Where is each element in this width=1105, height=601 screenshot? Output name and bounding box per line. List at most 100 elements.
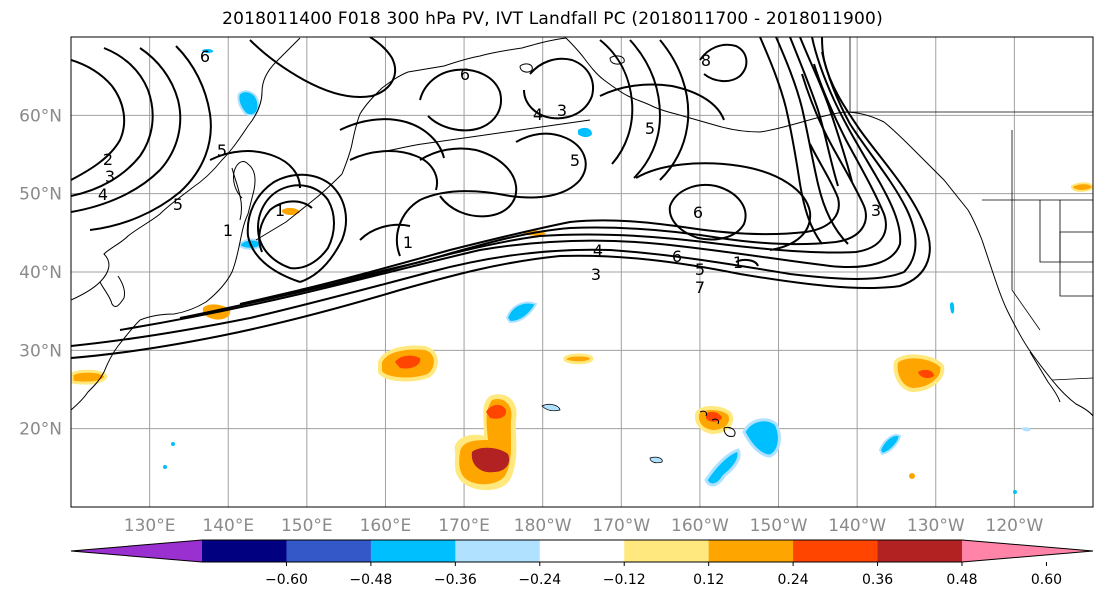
contour-label: 6 xyxy=(200,47,210,66)
lon-label-10: 130°W xyxy=(907,516,965,536)
colorbar-tick-label: −0.36 xyxy=(434,572,477,588)
colorbar-segment xyxy=(202,540,287,562)
shade-neg-hawaii-east xyxy=(742,418,781,458)
contour-label: 3 xyxy=(871,201,881,220)
shade-neg-22n-178w xyxy=(541,404,561,412)
contour-siberia-2 xyxy=(419,68,502,132)
shade-30n-165e-core xyxy=(395,355,421,369)
contour-north-1 xyxy=(246,173,347,283)
colorbar-tick-label: 0.12 xyxy=(693,572,724,588)
colorbar-segment xyxy=(793,540,879,562)
contour-north-3 xyxy=(258,200,313,253)
political-borders xyxy=(849,37,1093,381)
longitude-labels: 130°E 140°E 150°E 160°E 170°E 180°W 170°W 160°W… xyxy=(124,516,1044,536)
contour-jet-2 xyxy=(71,51,917,347)
contour-label: 6 xyxy=(693,203,703,222)
contour-subtrop xyxy=(359,223,411,241)
shade-dot-1 xyxy=(909,473,915,479)
map-frame xyxy=(70,36,1094,508)
contour-siberia-1 xyxy=(249,37,397,98)
coast-sakhalin xyxy=(231,167,242,221)
coast-kurils xyxy=(255,173,343,241)
contour-east-ridge-4 xyxy=(799,37,853,183)
shade-neg-bering xyxy=(578,127,592,137)
coast-asia-mainland xyxy=(71,37,301,301)
contour-jet-1 xyxy=(71,37,931,359)
lon-label-4: 170°E xyxy=(438,516,490,536)
colorbar-segment xyxy=(877,540,963,562)
colorbar-segment xyxy=(624,540,710,562)
pv-contours xyxy=(71,37,931,359)
map-title: 2018011400 F018 300 hPa PV, IVT Landfall… xyxy=(222,9,883,29)
contour-trough-b xyxy=(523,57,594,120)
colorbar-tick-label: 0.60 xyxy=(1031,572,1062,588)
colorbar-tick-label: −0.24 xyxy=(518,572,561,588)
contour-jet-4 xyxy=(179,63,887,319)
colorbar-segment xyxy=(286,540,372,562)
contour-trough-d xyxy=(629,39,662,179)
shade-neg-okhotsk-top xyxy=(202,48,214,54)
shade-subtropics-175e-peak xyxy=(471,447,510,473)
contour-label: 3 xyxy=(105,167,115,186)
lon-label-5: 180°W xyxy=(514,516,572,536)
contour-alaska-gulf xyxy=(599,83,725,121)
lon-label-1: 140°E xyxy=(202,516,254,536)
contour-trough-c xyxy=(599,39,634,165)
shade-neg-ne-pac-60n xyxy=(237,90,260,117)
colorbar-tick-label: 0.24 xyxy=(778,572,809,588)
contour-okhotsk xyxy=(209,150,301,189)
contour-label: 5 xyxy=(570,151,580,170)
contour-label: 1 xyxy=(275,201,285,220)
contour-northwest-3 xyxy=(71,47,182,213)
contour-east-ridge-2 xyxy=(775,37,849,245)
coast-us-west xyxy=(981,239,1093,417)
colorbar-segment xyxy=(455,540,541,562)
shade-neg-dot-2 xyxy=(163,465,167,469)
lon-label-11: 120°W xyxy=(986,516,1044,536)
lon-label-0: 130°E xyxy=(124,516,176,536)
shade-neg-20n-135w xyxy=(878,434,902,456)
contour-label: 3 xyxy=(591,265,601,284)
lon-label-2: 150°E xyxy=(281,516,333,536)
contour-label: 5 xyxy=(645,119,655,138)
shade-neg-33n-130w xyxy=(950,302,955,314)
contour-label: 6 xyxy=(672,247,682,266)
colorbar-tick-label: 0.48 xyxy=(946,572,977,588)
shade-hawaii-core xyxy=(706,411,722,422)
coast-aleutians xyxy=(379,119,591,153)
contour-siberia-3 xyxy=(339,118,445,159)
colorbar-tick-label: −0.48 xyxy=(349,572,392,588)
contour-northwest-4 xyxy=(89,45,212,231)
colorbar-segment xyxy=(539,540,625,562)
lat-label-20: 20°N xyxy=(19,420,62,440)
contour-trough-a xyxy=(419,147,518,218)
coast-bc xyxy=(883,121,983,241)
coast-korea xyxy=(99,275,125,307)
colorbar-extend-low xyxy=(71,540,202,562)
lon-label-7: 160°W xyxy=(671,516,729,536)
contour-label: 1 xyxy=(403,233,413,252)
shade-138w-core xyxy=(918,369,934,379)
coast-kamchatka xyxy=(341,71,409,175)
contour-label: 2 xyxy=(103,150,113,169)
contour-label: 1 xyxy=(223,221,233,240)
contour-label: 5 xyxy=(173,195,183,214)
colorbar-tick-label: −0.12 xyxy=(603,572,646,588)
shade-neg-15n-165w xyxy=(649,456,663,464)
contour-label: 3 xyxy=(557,101,567,120)
shade-neg-dot-3 xyxy=(1013,490,1017,494)
lat-label-60: 60°N xyxy=(19,106,62,126)
coast-hawaii xyxy=(699,410,736,437)
contour-jet-3 xyxy=(119,37,902,331)
colorbar: −0.60 −0.48 −0.36 −0.24 −0.12 0.12 0.24 0.36 0.4… xyxy=(70,539,1094,588)
lon-label-6: 170°W xyxy=(592,516,650,536)
contour-kam-1 xyxy=(349,150,438,191)
coastlines xyxy=(71,37,1093,437)
contour-trough-e xyxy=(659,39,690,181)
contour-label: 1 xyxy=(733,253,743,272)
contour-label: 4 xyxy=(593,241,603,260)
shade-socal xyxy=(1071,182,1093,192)
contour-140w-low xyxy=(735,258,759,267)
